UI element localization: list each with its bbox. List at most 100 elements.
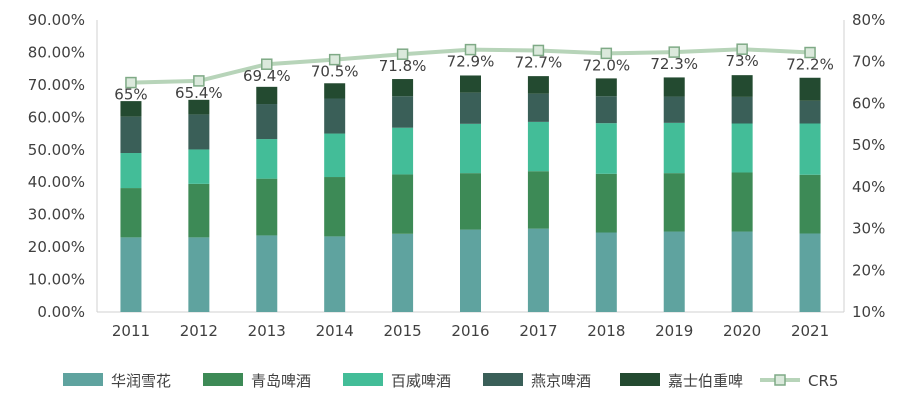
x-tick-label: 2019 [655, 322, 693, 340]
bar-segment [799, 123, 821, 175]
bar-segment [731, 75, 753, 97]
y-left-tick-label: 50.00% [28, 141, 85, 159]
y-right-tick-label: 80% [852, 11, 885, 29]
x-tick-label: 2016 [451, 322, 489, 340]
bar-segment [799, 100, 821, 124]
bar-segment [324, 98, 346, 134]
bar-segment [460, 123, 481, 174]
cr5-data-label: 65% [114, 86, 147, 104]
cr5-point [396, 48, 409, 60]
bar-segment [188, 183, 210, 238]
bar-segment [392, 96, 414, 128]
bar-segment [799, 174, 821, 234]
cr5-data-label: 73% [725, 52, 758, 70]
legend-swatch [483, 373, 523, 386]
bar-segment [595, 232, 617, 312]
bar-segment [324, 177, 346, 237]
y-left-tick-label: 30.00% [28, 206, 85, 224]
cr5-line [125, 43, 816, 89]
bar-segment [256, 139, 278, 179]
bar-segment [392, 174, 414, 234]
bar-segment [663, 77, 685, 97]
legend-swatch [203, 373, 243, 386]
bar-segment [460, 173, 481, 230]
cr5-point [668, 46, 680, 58]
bar-segment [188, 99, 210, 115]
legend-label: 百威啤酒 [391, 372, 451, 390]
y-left-tick-label: 70.00% [28, 76, 85, 94]
bar-segment [527, 171, 549, 229]
cr5-data-label: 65.4% [175, 84, 223, 102]
bar-segment [392, 233, 414, 312]
data-labels: 65% 65.4% 69.4% 70.5% 71.8% 72.9% 72.7% 72.0% 72… [114, 52, 834, 103]
bar-segment [460, 92, 481, 124]
bar-segment [120, 188, 142, 238]
x-tick-label: 2012 [180, 322, 218, 340]
bar-segment [256, 104, 278, 140]
x-tick-label: 2013 [248, 322, 286, 340]
cr5-data-label: 70.5% [311, 63, 359, 81]
bar-segment [120, 237, 142, 312]
y-right-tick-label: 20% [852, 261, 885, 279]
bar-segment [663, 231, 685, 312]
bar-segment [731, 123, 753, 173]
bar-segment [527, 76, 549, 94]
y-left-tick-label: 40.00% [28, 173, 85, 191]
y-left-tick-label: 60.00% [28, 108, 85, 126]
bar-segment [120, 101, 142, 117]
legend-swatch [620, 373, 660, 386]
bar-segment [799, 233, 821, 312]
bar-segment [460, 75, 481, 93]
cr5-data-label: 72.2% [786, 56, 834, 74]
bar-segment [188, 237, 210, 312]
bar-segment [120, 153, 142, 189]
bar-segment [120, 116, 142, 154]
bar-segment [663, 96, 685, 123]
cr5-point [193, 75, 205, 87]
bar-segment [392, 127, 414, 175]
bar-segment [324, 236, 346, 312]
y-left-tick-label: 20.00% [28, 238, 85, 256]
cr5-point [532, 44, 545, 57]
x-tick-label: 2011 [112, 322, 150, 340]
legend-swatch [63, 373, 103, 386]
cr5-data-label: 69.4% [243, 67, 291, 85]
y-right-tick-label: 10% [852, 303, 885, 321]
cr5-point [804, 46, 816, 59]
legend-label: 青岛啤酒 [251, 372, 311, 390]
y-right-tick-label: 30% [852, 220, 885, 238]
y-right-tick-label: 40% [852, 178, 885, 196]
legend-label: 嘉士伯重啤 [668, 372, 743, 390]
cr5-data-label: 71.8% [379, 57, 427, 75]
cr5-data-label: 72.7% [515, 53, 563, 71]
legend-marker [774, 374, 786, 386]
legend-label: 华润雪花 [111, 372, 171, 390]
bar-segment [595, 78, 617, 97]
y-right-tick-label: 50% [852, 136, 885, 154]
bar-segment [595, 173, 617, 233]
legend-swatch [343, 373, 383, 386]
x-tick-label: 2014 [316, 322, 354, 340]
bar-segment [392, 79, 414, 97]
y-right-tick-label: 70% [852, 53, 885, 71]
bar-segment [188, 114, 210, 150]
bar-segment [527, 228, 549, 312]
bar-segment [595, 123, 617, 174]
y-left-tick-label: 0.00% [37, 303, 85, 321]
bar-segment [256, 86, 278, 105]
y-left-tick-label: 80.00% [28, 43, 85, 61]
bar-segment [324, 133, 346, 178]
cr5-point [125, 76, 137, 89]
legend-label: CR5 [808, 372, 838, 390]
cr5-data-label: 72.3% [650, 55, 698, 73]
cr5-point [261, 58, 273, 70]
legend: 华润雪花 青岛啤酒 百威啤酒 燕京啤酒 嘉士伯重啤 CR5 [63, 372, 838, 390]
x-tick-label: 2017 [519, 322, 557, 340]
cr5-point [328, 53, 341, 66]
bar-segment [731, 231, 753, 312]
x-tick-label: 2015 [383, 322, 421, 340]
bar-segment [731, 172, 753, 232]
cr5-point [736, 43, 748, 55]
x-tick-label: 2020 [723, 322, 761, 340]
